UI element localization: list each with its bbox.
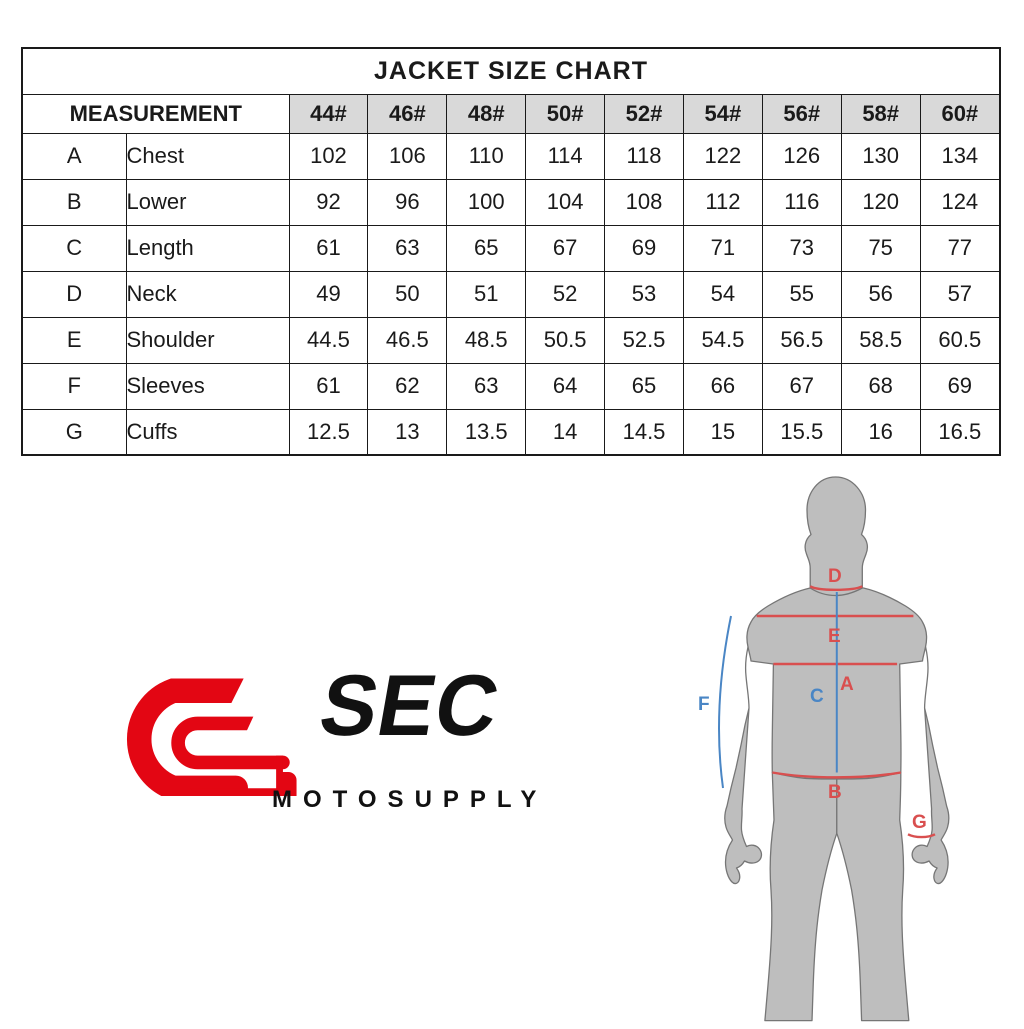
- svg-text:E: E: [828, 626, 841, 647]
- svg-text:B: B: [828, 782, 842, 803]
- svg-text:G: G: [912, 812, 927, 833]
- svg-text:C: C: [810, 686, 824, 707]
- svg-text:A: A: [840, 674, 854, 695]
- svg-text:D: D: [828, 566, 842, 587]
- svg-text:F: F: [698, 694, 710, 715]
